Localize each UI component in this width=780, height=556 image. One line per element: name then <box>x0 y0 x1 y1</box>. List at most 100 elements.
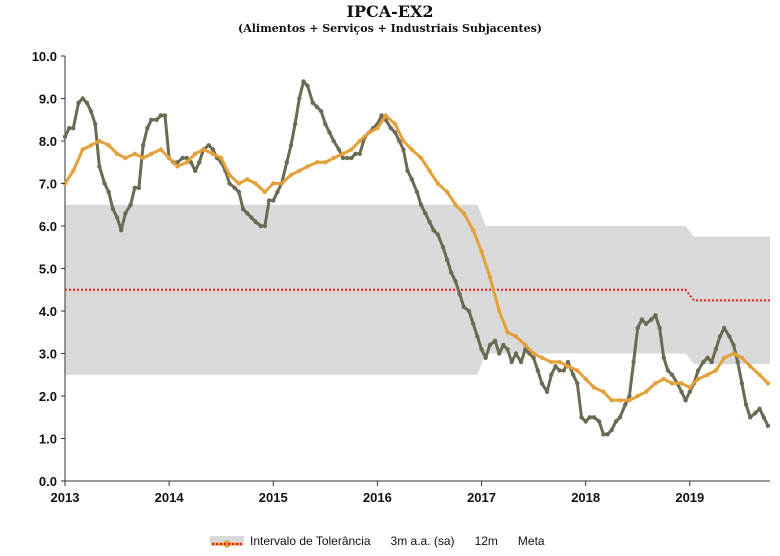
s3m-point <box>535 368 540 373</box>
s3m-point <box>683 398 688 403</box>
s12m-point <box>513 334 519 339</box>
s3m-point <box>497 351 502 356</box>
s3m-point <box>587 415 592 420</box>
s3m-point <box>97 164 102 169</box>
s12m-point <box>453 202 458 207</box>
s3m-point <box>445 257 450 263</box>
s12m-point <box>705 372 710 377</box>
s12m-point <box>80 147 85 152</box>
s12m-point <box>713 368 718 373</box>
s3m-point <box>531 355 536 360</box>
s3m-point <box>487 342 493 348</box>
s12m-point <box>71 168 76 173</box>
s3m-point <box>418 202 424 207</box>
s12m-point <box>505 330 510 335</box>
s3m-point <box>571 372 576 377</box>
s3m-point <box>561 368 566 373</box>
s12m-point <box>687 385 692 390</box>
s3m-point <box>627 393 632 399</box>
s12m-point <box>739 355 745 360</box>
x-tick-label: 2014 <box>155 490 185 505</box>
s3m-point <box>305 83 310 89</box>
s3m-point <box>669 372 675 377</box>
s12m-series-line <box>63 114 769 402</box>
s12m-point <box>158 147 163 152</box>
legend-label-meta: Meta <box>517 534 545 548</box>
s3m-point <box>232 185 237 190</box>
x-tick-label: 2018 <box>571 490 600 505</box>
s3m-point <box>466 308 472 314</box>
s3m-point <box>435 232 440 237</box>
s3m-point <box>423 211 428 216</box>
y-tick-label: 1.0 <box>39 432 57 447</box>
s3m-point <box>284 160 289 165</box>
s3m-point <box>709 359 714 365</box>
s3m-point <box>258 223 263 229</box>
s12m-point <box>531 351 536 356</box>
s3m-point <box>240 206 246 212</box>
s3m-point <box>158 113 163 118</box>
s12m-point <box>349 147 354 152</box>
s12m-point <box>392 121 398 127</box>
s3m-point <box>80 96 85 101</box>
s3m-point <box>544 389 550 394</box>
s3m-point <box>206 143 211 148</box>
line-chart: 0.0 1.0 2.0 3.0 4.0 5.0 6.0 7.0 8.0 9.0 10.0 2013 2… <box>32 49 771 505</box>
s3m-point <box>379 113 384 118</box>
s12m-point <box>97 138 102 144</box>
s12m-point <box>471 228 476 233</box>
s12m-point <box>383 113 388 118</box>
s3m-point <box>579 415 584 420</box>
x-tick-label: 2019 <box>675 490 704 505</box>
s12m-point <box>757 372 762 377</box>
s3m-point <box>479 347 484 352</box>
s3m-point <box>353 151 358 156</box>
s12m-point <box>366 130 372 135</box>
s3m-point <box>180 155 185 161</box>
chart-subtitle: (Alimentos + Serviços + Industriais Subj… <box>238 22 542 35</box>
s3m-point <box>357 151 362 156</box>
legend-label-3m: 3m a.a. (sa) <box>390 534 455 548</box>
x-tick-label: 2013 <box>51 490 80 505</box>
s3m-point <box>701 359 706 365</box>
s3m-point <box>765 423 771 428</box>
s12m-point <box>288 172 294 178</box>
s3m-point <box>388 126 394 131</box>
s12m-point <box>253 181 258 186</box>
s12m-point <box>617 398 623 403</box>
s12m-point <box>435 181 440 186</box>
s3m-point <box>93 121 98 127</box>
s3m-point <box>431 228 436 233</box>
s3m-point <box>635 325 640 331</box>
legend-label-12m: 12m <box>474 534 498 548</box>
s3m-point <box>617 415 623 420</box>
s12m-point <box>731 351 736 356</box>
s3m-point <box>713 347 718 352</box>
s3m-point <box>731 342 736 348</box>
s3m-point <box>323 121 328 127</box>
x-tick-label: 2016 <box>363 490 392 505</box>
s3m-point <box>114 215 120 220</box>
s12m-point <box>722 355 727 360</box>
s12m-point <box>88 143 94 148</box>
s12m-point <box>357 138 362 144</box>
s3m-point <box>743 402 749 407</box>
s3m-point <box>84 100 90 106</box>
s3m-point <box>154 117 159 123</box>
s3m-point <box>405 168 410 173</box>
s12m-point <box>669 381 675 386</box>
s12m-point <box>132 151 137 156</box>
s3m-point <box>575 381 580 386</box>
s3m-point <box>271 198 276 203</box>
s12m-point <box>245 177 250 182</box>
s3m-point <box>297 96 302 101</box>
s12m-point <box>497 308 502 314</box>
s3m-point <box>245 211 250 216</box>
s3m-point <box>565 359 571 365</box>
s3m-point <box>695 368 701 373</box>
s3m-point <box>71 126 76 131</box>
s12m-point <box>271 181 276 186</box>
s3m-point <box>62 134 68 139</box>
s3m-point <box>609 427 614 433</box>
s12m-point <box>591 385 597 390</box>
